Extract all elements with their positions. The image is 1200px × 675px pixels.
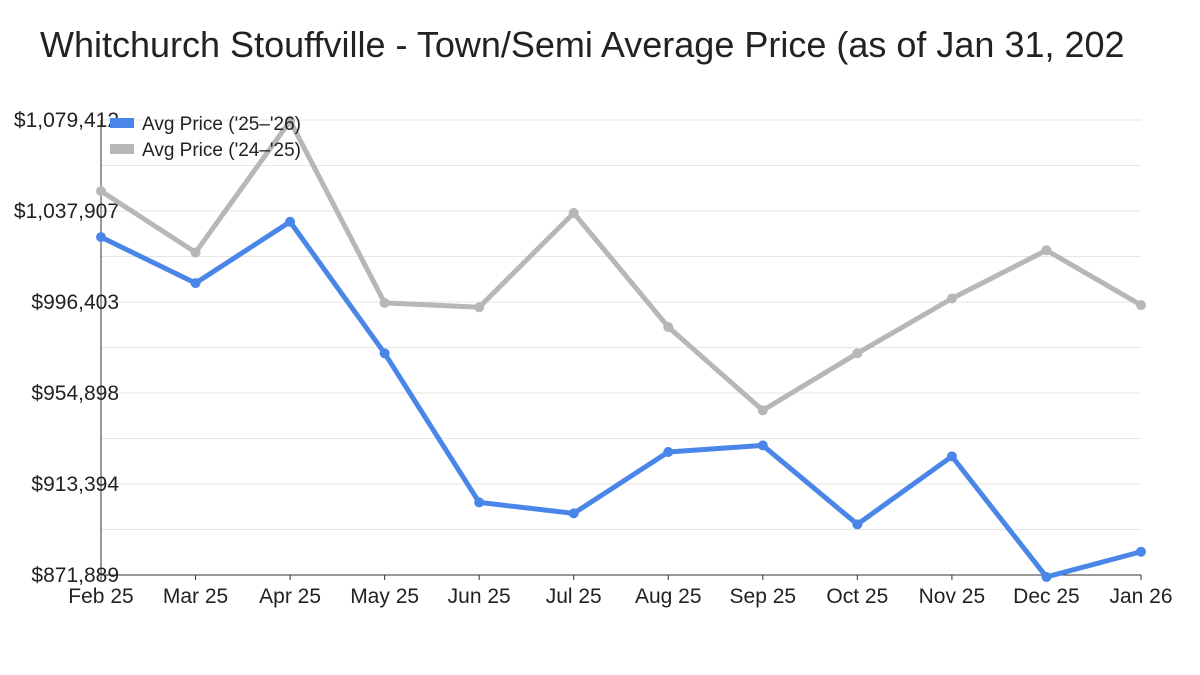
legend-swatch xyxy=(110,144,134,154)
x-tick-label: Apr 25 xyxy=(259,585,321,608)
data-point xyxy=(663,322,674,333)
y-tick-label: $871,889 xyxy=(31,564,119,587)
x-tick-labels: Feb 25 Mar 25 Apr 25 May 25 Jun 25 Jul 25 Aug … xyxy=(68,585,1172,608)
y-tick-label: $996,403 xyxy=(31,291,119,314)
y-tick-labels: $871,889 $913,394 $954,898 $996,403 $1,037,9… xyxy=(14,109,119,587)
data-point xyxy=(190,278,201,289)
data-point xyxy=(474,497,485,508)
x-tick-label: Jun 25 xyxy=(448,585,511,608)
data-point xyxy=(1041,571,1052,582)
x-tick-label: Sep 25 xyxy=(730,585,797,608)
data-point xyxy=(1136,546,1146,557)
data-point xyxy=(285,216,296,227)
data-point xyxy=(757,405,768,416)
data-point xyxy=(96,232,106,243)
series-line xyxy=(98,118,1144,413)
x-tick-label: Oct 25 xyxy=(826,585,888,608)
chart-title: Whitchurch Stouffville - Town/Semi Avera… xyxy=(40,24,1125,65)
data-point xyxy=(568,207,579,218)
legend-swatch xyxy=(110,118,134,128)
data-point xyxy=(946,451,957,462)
x-tick-label: Mar 25 xyxy=(163,585,228,608)
legend-label: Avg Price ('25–'26) xyxy=(142,114,301,135)
data-point xyxy=(379,297,390,308)
data-point xyxy=(946,293,957,304)
data-point xyxy=(852,348,863,359)
x-tick-label: Aug 25 xyxy=(635,585,702,608)
data-point xyxy=(1041,245,1052,256)
data-point xyxy=(285,115,296,126)
y-tick-label: $1,037,907 xyxy=(14,200,119,223)
legend-label: Avg Price ('24–'25) xyxy=(142,140,301,161)
gridlines xyxy=(101,119,1141,530)
data-point xyxy=(663,446,674,457)
data-point xyxy=(379,348,390,359)
data-point xyxy=(568,508,579,519)
x-tick-label: Nov 25 xyxy=(919,585,986,608)
series-lines xyxy=(96,115,1146,582)
data-point xyxy=(757,440,768,451)
data-point xyxy=(96,186,106,197)
x-tick-label: May 25 xyxy=(350,585,419,608)
data-point xyxy=(852,519,863,530)
y-tick-label: $913,394 xyxy=(31,473,119,496)
x-tick-label: Jul 25 xyxy=(546,585,602,608)
series-line xyxy=(98,219,1144,580)
data-point xyxy=(474,302,485,313)
data-point xyxy=(190,247,201,258)
y-tick-label: $1,079,412 xyxy=(14,109,119,132)
x-tick-label: Jan 26 xyxy=(1109,585,1172,608)
legend: Avg Price ('25–'26) Avg Price ('24–'25) xyxy=(110,114,301,161)
x-tick-label: Dec 25 xyxy=(1013,585,1080,608)
x-tick-label: Feb 25 xyxy=(68,585,133,608)
axes xyxy=(100,120,1142,580)
y-tick-label: $954,898 xyxy=(31,382,119,405)
data-point xyxy=(1136,300,1146,311)
